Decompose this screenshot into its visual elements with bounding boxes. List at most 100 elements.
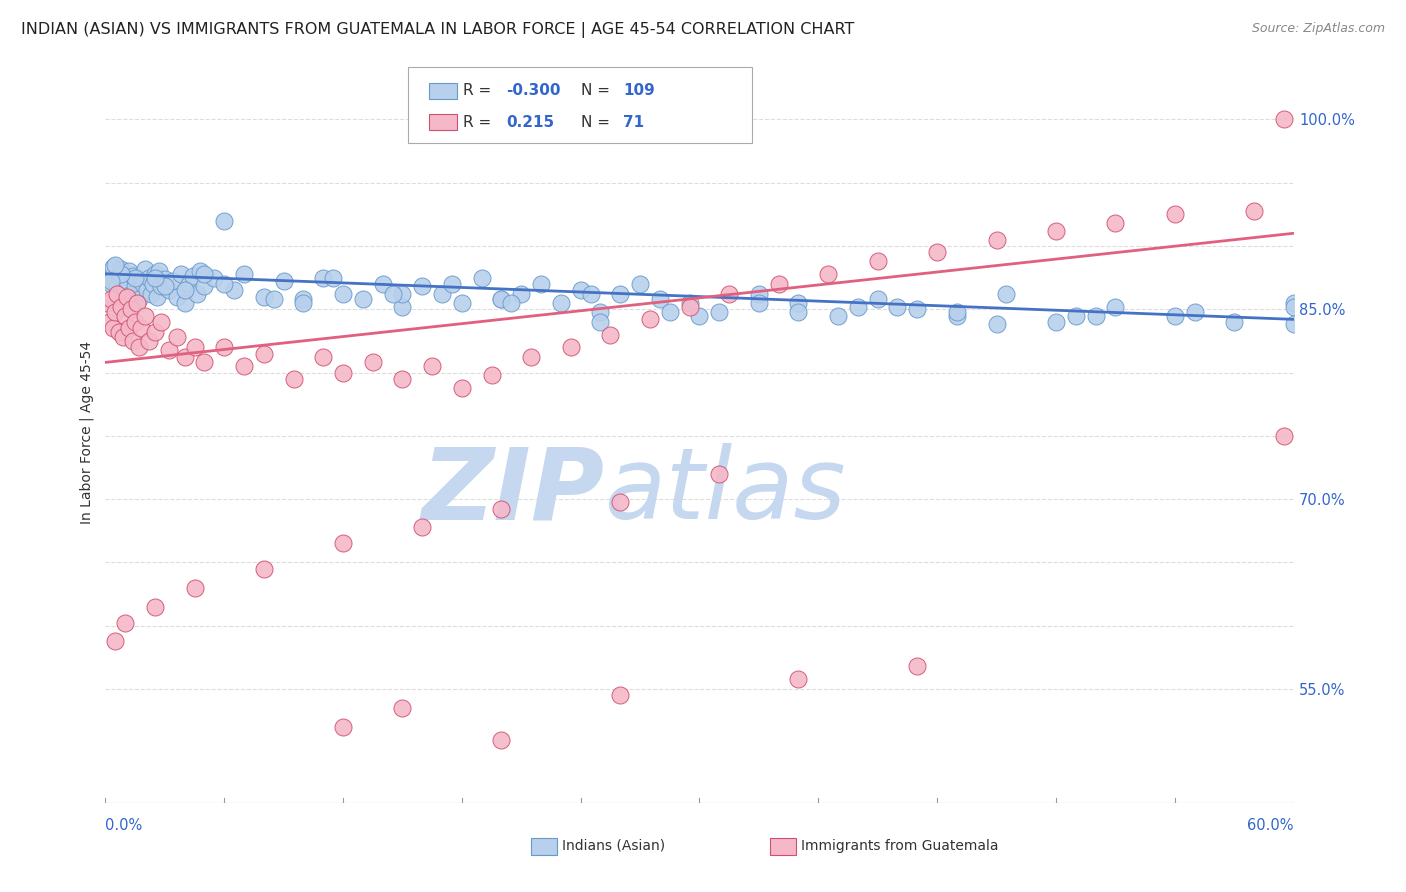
Point (1272, 112, 1295, 127)
Point (846, 300, 869, 314)
Point (104, 274, 127, 288)
Point (146, 289, 169, 303)
Point (118, 321, 141, 335)
Point (609, 287, 631, 301)
Point (104, 633, 127, 648)
Point (648, 292, 671, 306)
Point (589, 315, 612, 329)
Point (110, 261, 132, 276)
Text: ZIP: ZIP (422, 443, 605, 541)
Point (214, 340, 236, 354)
Point (1104, 216, 1126, 230)
Point (491, 292, 513, 306)
Point (148, 264, 170, 278)
Point (214, 213, 236, 227)
Point (157, 283, 180, 297)
Point (118, 264, 141, 278)
Point (471, 270, 494, 285)
Point (1223, 315, 1246, 329)
Point (560, 340, 582, 354)
Point (768, 277, 790, 291)
Point (748, 296, 770, 310)
Point (157, 343, 180, 357)
Point (1272, 429, 1295, 443)
Point (787, 305, 810, 319)
Point (134, 261, 156, 276)
Point (391, 701, 413, 715)
Text: 60.0%: 60.0% (1247, 818, 1294, 832)
Point (411, 279, 433, 293)
Point (114, 616, 136, 631)
Point (391, 287, 413, 301)
Point (491, 502, 513, 516)
Point (925, 245, 948, 260)
Point (110, 300, 132, 314)
Text: 0.215: 0.215 (506, 115, 554, 129)
Point (120, 287, 142, 301)
Point (283, 372, 305, 386)
Point (112, 267, 135, 281)
Point (1164, 309, 1187, 323)
Point (193, 355, 215, 369)
Point (520, 351, 543, 365)
Point (312, 270, 335, 285)
Point (886, 300, 908, 314)
Point (866, 254, 889, 268)
Point (391, 300, 413, 314)
Text: Source: ZipAtlas.com: Source: ZipAtlas.com (1251, 22, 1385, 36)
Point (253, 562, 276, 576)
Point (105, 279, 128, 293)
Point (100, 274, 122, 288)
Point (1282, 318, 1305, 332)
Point (143, 270, 166, 285)
Point (143, 267, 166, 281)
Point (162, 274, 184, 288)
Point (263, 292, 285, 306)
Point (946, 309, 969, 323)
Point (579, 287, 602, 301)
Point (709, 305, 731, 319)
Point (866, 292, 889, 306)
Point (100, 277, 122, 291)
Text: 109: 109 (623, 84, 655, 98)
Point (332, 720, 354, 734)
Point (530, 277, 553, 291)
Point (183, 340, 205, 354)
Point (332, 536, 354, 550)
Point (186, 287, 208, 301)
Point (98, 315, 121, 329)
Point (129, 321, 152, 335)
Point (108, 325, 131, 339)
Point (678, 296, 700, 310)
Point (153, 272, 176, 286)
Point (129, 274, 152, 288)
Point (115, 289, 138, 303)
Point (224, 283, 246, 297)
Point (678, 300, 700, 314)
Point (202, 270, 225, 285)
Point (1084, 309, 1107, 323)
Point (115, 274, 138, 288)
Point (391, 372, 413, 386)
Point (108, 269, 131, 284)
Point (817, 267, 839, 281)
Point (986, 318, 1008, 332)
Point (100, 292, 122, 306)
Point (190, 264, 212, 278)
Point (127, 296, 149, 310)
Point (787, 296, 810, 310)
Point (104, 258, 127, 272)
Point (995, 287, 1018, 301)
Point (253, 289, 276, 303)
Point (332, 287, 354, 301)
Point (128, 340, 150, 354)
Point (214, 277, 236, 291)
Point (718, 287, 741, 301)
Point (112, 330, 135, 344)
Y-axis label: In Labor Force | Age 45-54: In Labor Force | Age 45-54 (80, 341, 94, 524)
Point (98, 270, 121, 285)
Point (440, 277, 463, 291)
Point (569, 283, 592, 297)
Point (173, 283, 195, 297)
Point (134, 309, 156, 323)
